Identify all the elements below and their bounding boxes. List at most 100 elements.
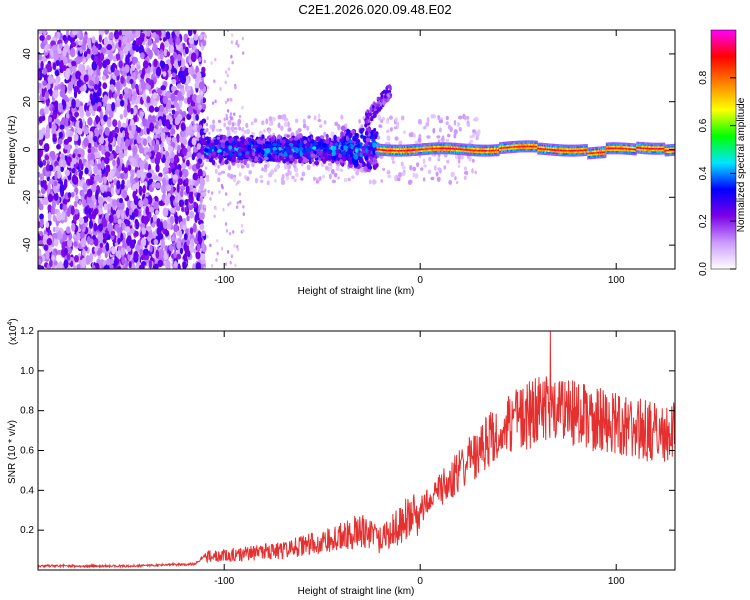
- spectrogram-cell: [135, 153, 140, 162]
- spectrogram-cell: [128, 261, 132, 269]
- spectrogram-cell: [131, 64, 136, 71]
- spectrogram-cell: [101, 75, 107, 81]
- spectrogram-cell: [38, 53, 43, 61]
- spectrogram-cell: [395, 117, 398, 123]
- spectrogram-cell: [87, 67, 93, 77]
- spectrogram-cell: [247, 144, 252, 151]
- spectrogram-cell: [241, 229, 245, 233]
- spectrogram-cell: [401, 166, 406, 170]
- spectrogram-cell: [232, 176, 237, 183]
- spectrogram-cell: [142, 60, 149, 69]
- spectrogram-cell: [225, 113, 228, 118]
- spectrogram-cell: [251, 132, 255, 136]
- spectrogram-cell: [73, 241, 78, 247]
- spectrogram-cell: [160, 60, 166, 70]
- spectrogram-cell: [236, 244, 239, 249]
- spectrogram-cell: [54, 69, 60, 77]
- spectrogram-cell: [108, 144, 113, 152]
- spectrogram-cell: [200, 90, 204, 95]
- spectrogram-cell: [224, 152, 229, 156]
- spectrogram-cell: [171, 85, 177, 92]
- spectrogram-cell: [192, 263, 196, 269]
- spectrogram-cell: [73, 89, 78, 99]
- spectrogram-cell: [241, 126, 245, 131]
- spectrogram-cell: [125, 41, 130, 52]
- spectrogram-cell: [369, 165, 373, 170]
- spectrogram-cell: [192, 73, 197, 79]
- spectrogram-cell: [259, 158, 263, 164]
- spectrogram-cell: [218, 190, 221, 194]
- spectrogram-cell: [333, 172, 338, 178]
- spectrogram-cell: [342, 156, 347, 162]
- spectrogram-cell: [235, 205, 239, 209]
- spectrogram-cell: [204, 188, 207, 193]
- spectrogram-cell: [422, 177, 426, 182]
- spectrogram-cell: [367, 151, 372, 157]
- spectrogram-cell: [152, 214, 157, 222]
- spectrogram-cell: [88, 219, 94, 229]
- spectrogram-cell: [184, 198, 189, 206]
- spectrogram-cell: [54, 171, 58, 181]
- spectrogram-cell: [169, 44, 175, 54]
- spectrogram-cell: [263, 156, 269, 161]
- spectrogram-cell: [372, 142, 377, 148]
- spectrogram-cell: [132, 44, 138, 51]
- spectrogram-cell: [75, 195, 79, 203]
- spectrogram-cell: [130, 107, 134, 115]
- spectrogram-cell: [453, 133, 457, 139]
- spectrogram-cell: [158, 119, 162, 127]
- spectrogram-cell: [380, 119, 384, 124]
- spectrogram-cell: [118, 30, 122, 36]
- spectrogram-cell: [223, 117, 226, 121]
- spectrogram-cell: [339, 168, 344, 172]
- spectrogram-cell: [81, 257, 87, 268]
- spectrogram-cell: [57, 48, 62, 55]
- spectrogram-cell: [100, 134, 105, 145]
- spectrogram-cell: [66, 144, 71, 151]
- spectrogram-cell: [182, 261, 187, 269]
- spectrogram-cell: [222, 207, 225, 212]
- spectrogram-cell: [122, 222, 126, 231]
- spectrogram-cell: [229, 151, 233, 157]
- spectrogram-cell: [266, 180, 270, 186]
- spectrogram-cell: [59, 203, 64, 210]
- spectrogram-cell: [369, 112, 372, 117]
- spectrogram-cell: [145, 154, 150, 160]
- spectrogram-cell: [43, 180, 47, 187]
- spectrogram-cell: [369, 156, 373, 160]
- spectrogram-cell: [148, 105, 155, 113]
- spectrogram-cell: [173, 260, 178, 268]
- spectrogram-cell: [105, 258, 111, 266]
- spectrogram-cell: [138, 144, 144, 154]
- spectrogram-cell: [73, 133, 79, 142]
- spectrogram-cell: [120, 173, 125, 180]
- spectrogram-cell: [225, 116, 229, 121]
- spectrogram-cell: [446, 133, 451, 138]
- spectrogram-cell: [177, 144, 181, 154]
- spectrogram-cell: [477, 129, 481, 135]
- spectrogram-cell: [121, 256, 126, 265]
- spectrogram-cell: [40, 188, 46, 195]
- spectrogram-cell: [139, 249, 144, 256]
- spectrogram-cell: [152, 92, 158, 99]
- spectrogram-cell: [155, 182, 161, 190]
- spectrogram-cell: [133, 113, 138, 123]
- spectrogram-cell: [205, 136, 210, 141]
- spectrogram-cell: [195, 114, 199, 121]
- spectrogram-cell: [293, 137, 299, 141]
- spectrogram-cell: [200, 71, 206, 78]
- spectrogram-cell: [209, 197, 212, 201]
- spectrogram-cell: [153, 200, 159, 211]
- spectrogram-cell: [113, 215, 118, 224]
- spectrogram-cell: [422, 158, 426, 164]
- spectrogram-cell: [62, 117, 69, 123]
- spectrogram-cell: [90, 159, 95, 167]
- spectrogram-cell: [190, 52, 197, 63]
- spectrogram-cell: [83, 34, 88, 41]
- spectrogram-cell: [463, 166, 467, 171]
- spectrogram-cell: [190, 238, 195, 247]
- spectrogram-cell: [218, 155, 224, 161]
- spectrogram-cell: [237, 118, 242, 125]
- spectrogram-cell: [324, 165, 329, 171]
